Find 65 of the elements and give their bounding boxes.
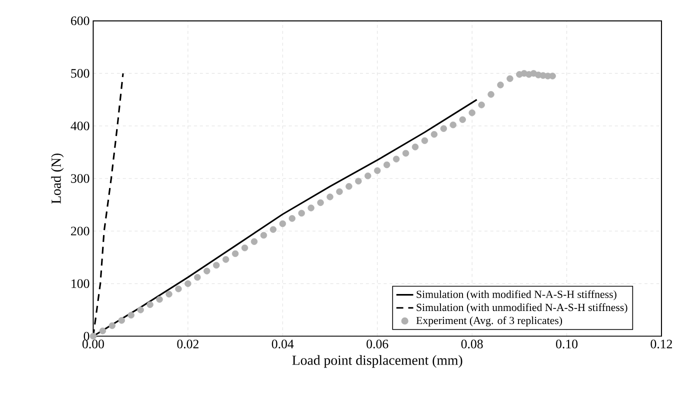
point <box>90 333 97 340</box>
point <box>232 250 239 258</box>
point <box>374 167 381 174</box>
point <box>270 226 277 234</box>
point <box>146 301 154 308</box>
point <box>137 306 144 314</box>
point <box>222 256 230 263</box>
point <box>450 122 456 128</box>
point <box>156 296 163 303</box>
point <box>175 286 182 292</box>
point <box>402 150 410 157</box>
point <box>468 110 476 116</box>
point <box>497 82 504 88</box>
point <box>184 280 192 288</box>
x-tick-label: 0.00 <box>82 340 104 349</box>
y-tick-label: 300 <box>71 174 90 184</box>
y-tick-label: 0 <box>84 332 90 341</box>
point <box>204 268 210 275</box>
point <box>212 262 220 269</box>
point <box>506 75 514 82</box>
point <box>364 172 372 180</box>
point <box>549 72 556 80</box>
point <box>279 220 286 228</box>
x-tick-label: 0.04 <box>272 340 294 349</box>
x-tick-label: 0.06 <box>366 340 388 349</box>
point <box>288 215 296 222</box>
point <box>326 194 334 200</box>
point <box>118 317 125 324</box>
point <box>99 328 106 334</box>
y-axis-title: Load (N) <box>51 154 64 204</box>
y-tick-label: 200 <box>71 226 90 236</box>
point <box>346 183 352 190</box>
point <box>355 178 362 185</box>
point <box>459 116 466 124</box>
point <box>166 290 172 298</box>
x-tick-label: 0.02 <box>177 340 198 349</box>
y-tick-label: 400 <box>70 122 90 130</box>
point <box>488 91 494 98</box>
point <box>241 244 248 252</box>
y-tick-label: 100 <box>72 279 90 288</box>
point <box>194 274 201 281</box>
x-tick-label: 0.10 <box>556 340 578 349</box>
point <box>336 188 343 196</box>
point <box>383 162 390 168</box>
point <box>108 322 116 330</box>
legend-label: Simulation (with modified N-A-S-H stiffness) <box>416 290 616 300</box>
point <box>250 238 258 246</box>
legend-label: Experiment (Avg. of 3 replicates) <box>416 316 562 327</box>
point <box>128 312 134 319</box>
point <box>478 102 485 108</box>
legend-label: Simulation (with unmodified N-A-S-H stiffness) <box>416 304 628 314</box>
point <box>412 144 419 151</box>
point <box>308 204 314 212</box>
point <box>421 137 428 144</box>
y-tick-label: 500 <box>71 69 90 78</box>
y-tick-label: 600 <box>71 16 90 26</box>
x-tick-label: 0.08 <box>461 340 483 349</box>
x-tick-label: 0.12 <box>650 340 672 349</box>
point <box>430 131 438 138</box>
point <box>317 200 324 206</box>
point <box>260 232 268 239</box>
point <box>440 125 448 132</box>
x-axis-title: Load point displacement (mm) <box>292 355 462 368</box>
point <box>298 210 305 217</box>
point <box>392 156 400 163</box>
